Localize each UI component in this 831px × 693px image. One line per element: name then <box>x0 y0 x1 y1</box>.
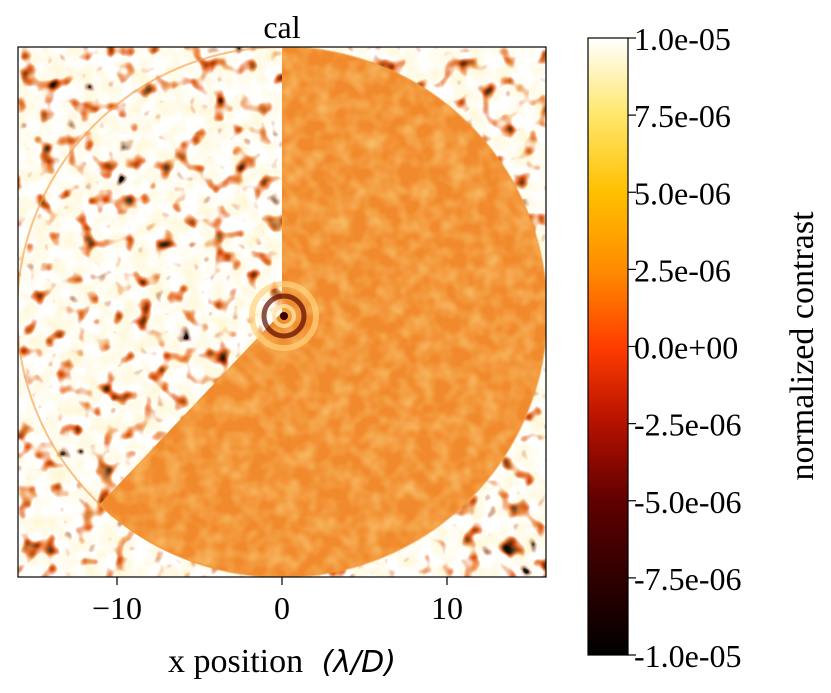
central-core <box>280 312 288 320</box>
central-ring-inner <box>272 304 296 328</box>
x-axis-label: x position (λ/D) <box>168 643 396 680</box>
x-tick-label: 10 <box>431 590 463 626</box>
x-axis-label-units: (λ/D) <box>322 645 396 680</box>
colorbar-tick-label: 0.0e+00 <box>634 330 738 366</box>
dark-hole-region <box>18 47 546 577</box>
colorbar-ticks: 1.0e-05 7.5e-06 5.0e-06 2.5e-06 0.0e+00 -2.5e… <box>628 21 742 674</box>
colorbar-tick-label: -5.0e-06 <box>634 484 742 520</box>
colorbar-tick-label: 2.5e-06 <box>634 252 731 288</box>
x-tick-label: 0 <box>274 590 290 626</box>
colorbar-tick-label: 7.5e-06 <box>634 98 731 134</box>
central-ring-outer <box>249 281 319 351</box>
x-axis-ticks: −10 0 10 <box>92 577 463 626</box>
colorbar-tick-label: -1.0e-05 <box>634 638 742 674</box>
x-axis-label-text: x position <box>168 643 303 680</box>
colorbar <box>587 37 629 656</box>
heatmap-image <box>18 47 546 577</box>
central-ring-mid <box>261 293 307 339</box>
colorbar-tick-label: -2.5e-06 <box>634 407 742 443</box>
x-tick-label: −10 <box>92 590 142 626</box>
colorbar-tick-label: -7.5e-06 <box>634 561 742 597</box>
colorbar-tick-label: 1.0e-05 <box>634 21 731 57</box>
colorbar-tick-label: 5.0e-06 <box>634 175 731 211</box>
suppressed-half-texture <box>282 47 546 577</box>
colorbar-label: normalized contrast <box>784 211 821 481</box>
chart-title: cal <box>263 9 300 45</box>
